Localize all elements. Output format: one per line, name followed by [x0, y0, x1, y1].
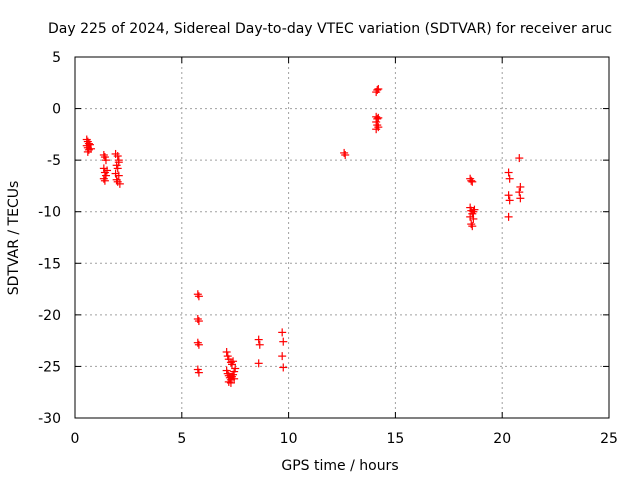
data-point	[222, 347, 231, 356]
data-point	[505, 196, 514, 205]
y-tick-label: 0	[52, 102, 61, 118]
data-point	[469, 207, 478, 216]
data-point	[115, 179, 124, 188]
y-tick-label: 5	[52, 50, 61, 66]
y-tick-label: -20	[38, 308, 61, 324]
x-tick-label: 20	[493, 431, 511, 447]
data-point	[113, 152, 122, 161]
data-point	[467, 220, 476, 229]
data-point	[374, 84, 383, 93]
data-point	[279, 363, 288, 372]
data-point	[193, 314, 202, 323]
data-point	[374, 123, 383, 132]
grid	[75, 57, 609, 418]
data-point	[85, 140, 94, 149]
data-point	[193, 290, 202, 299]
data-point	[373, 86, 382, 95]
axis-ticks	[74, 56, 610, 419]
data-point	[374, 113, 383, 122]
data-point	[504, 191, 513, 200]
data-point	[194, 368, 203, 377]
data-point	[279, 337, 288, 346]
data-point	[254, 359, 263, 368]
x-tick-label: 10	[280, 431, 298, 447]
data-point	[505, 174, 514, 183]
y-tick-label: -25	[38, 359, 61, 375]
data-point	[278, 328, 287, 337]
data-point	[112, 175, 121, 184]
data-point	[229, 357, 238, 366]
data-point	[516, 182, 525, 191]
data-point	[515, 154, 524, 163]
data-point	[504, 212, 513, 221]
data-point	[194, 317, 203, 326]
data-point	[226, 378, 235, 387]
chart-title: Day 225 of 2024, Sidereal Day-to-day VTE…	[48, 21, 612, 37]
y-tick-label: -15	[38, 256, 61, 272]
y-axis-label: SDTVAR / TECUs	[6, 181, 22, 296]
data-point	[254, 335, 263, 344]
y-tick-label: -30	[38, 411, 61, 427]
data-point	[341, 150, 350, 159]
data-points	[82, 84, 525, 387]
x-tick-label: 25	[600, 431, 618, 447]
data-point	[340, 148, 349, 157]
data-point	[515, 188, 524, 197]
x-tick-label: 5	[177, 431, 186, 447]
data-point	[504, 168, 513, 177]
plot-frame	[74, 56, 610, 419]
data-point	[194, 292, 203, 301]
data-point	[100, 176, 109, 185]
y-tick-label: -10	[38, 205, 61, 221]
data-point	[230, 374, 239, 383]
data-point	[84, 145, 93, 154]
data-point	[223, 369, 232, 378]
data-point	[114, 171, 123, 180]
data-point	[468, 177, 477, 186]
data-point	[255, 340, 264, 349]
data-point	[468, 222, 477, 231]
data-point	[99, 174, 108, 183]
data-point	[278, 352, 287, 361]
data-point	[372, 125, 381, 134]
x-tick-label: 0	[71, 431, 80, 447]
x-axis-label: GPS time / hours	[281, 458, 398, 474]
data-point	[114, 158, 123, 167]
x-tick-labels: 0 5 10 15 20 25	[71, 431, 618, 447]
data-point	[231, 364, 240, 373]
data-point	[101, 156, 110, 165]
data-point	[470, 205, 479, 214]
data-point	[99, 150, 108, 159]
y-tick-label: -5	[47, 153, 61, 169]
data-point	[516, 194, 525, 203]
data-point	[83, 147, 92, 156]
data-point	[467, 176, 476, 185]
data-point	[113, 164, 122, 173]
data-point	[113, 177, 122, 186]
data-point	[193, 338, 202, 347]
data-point	[194, 340, 203, 349]
data-point	[103, 166, 112, 175]
y-tick-labels: 5 0 -5 -10 -15 -20 -25 -30	[38, 50, 61, 427]
data-point	[373, 121, 382, 130]
x-tick-label: 15	[386, 431, 404, 447]
data-point	[469, 214, 478, 223]
